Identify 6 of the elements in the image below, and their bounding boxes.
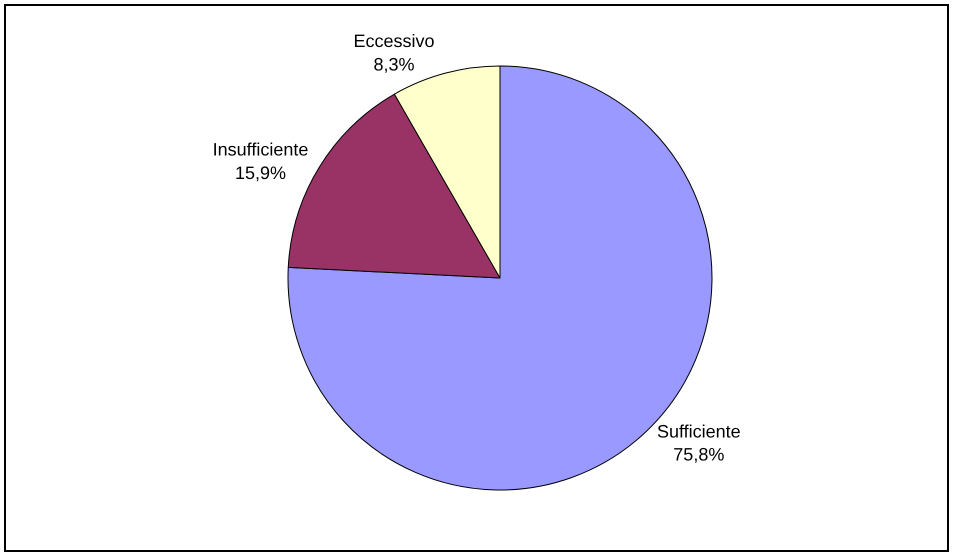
slice-label: Eccessivo: [353, 31, 434, 52]
data-label: 8,3%: [373, 54, 414, 75]
slice-label: Sufficiente: [656, 421, 741, 442]
slice-label: Insufficiente: [212, 140, 308, 160]
data-label: 75,8%: [673, 444, 724, 465]
data-label: 15,9%: [235, 163, 286, 184]
